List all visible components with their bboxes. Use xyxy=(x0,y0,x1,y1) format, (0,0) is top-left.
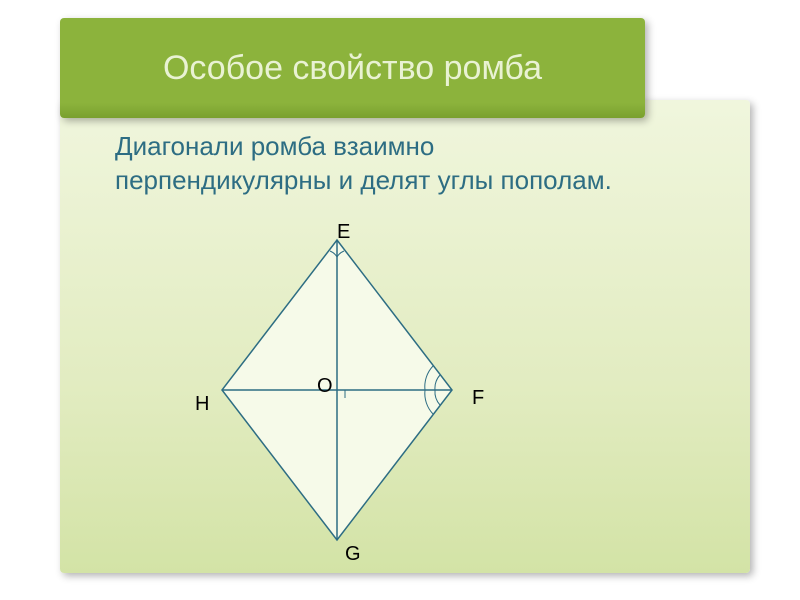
body-line-1: Диагонали ромба взаимно xyxy=(115,131,434,161)
title-panel: Особое свойство ромба xyxy=(60,18,645,118)
content-panel: Диагонали ромба взаимно перпендикулярны … xyxy=(60,100,750,573)
label-F: F xyxy=(472,387,484,410)
rhombus-svg xyxy=(187,215,487,555)
body-line-2: перпендикулярны и делят углы пополам. xyxy=(115,165,612,195)
label-H: H xyxy=(195,393,209,416)
label-G: G xyxy=(345,543,361,566)
rhombus-diagram: E F G H O xyxy=(187,215,487,555)
title-text: Особое свойство ромба xyxy=(163,49,542,88)
body-text: Диагонали ромба взаимно перпендикулярны … xyxy=(85,130,725,198)
label-E: E xyxy=(337,221,350,244)
label-O: O xyxy=(317,375,333,398)
